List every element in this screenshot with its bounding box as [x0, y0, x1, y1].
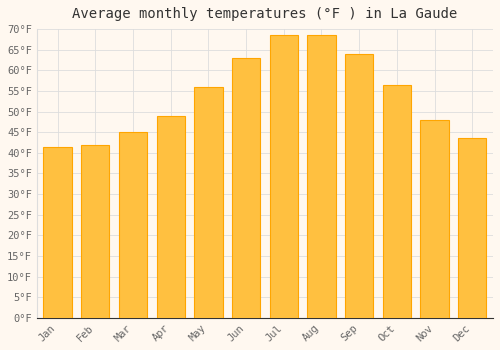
Bar: [156, 116, 185, 318]
Bar: [81, 145, 110, 318]
Bar: [345, 54, 374, 318]
Bar: [308, 35, 336, 318]
Bar: [44, 147, 72, 318]
Bar: [194, 87, 222, 318]
Bar: [383, 85, 411, 318]
Bar: [458, 138, 486, 318]
Bar: [270, 35, 298, 318]
Bar: [232, 58, 260, 318]
Title: Average monthly temperatures (°F ) in La Gaude: Average monthly temperatures (°F ) in La…: [72, 7, 458, 21]
Bar: [420, 120, 449, 318]
Bar: [119, 132, 147, 318]
